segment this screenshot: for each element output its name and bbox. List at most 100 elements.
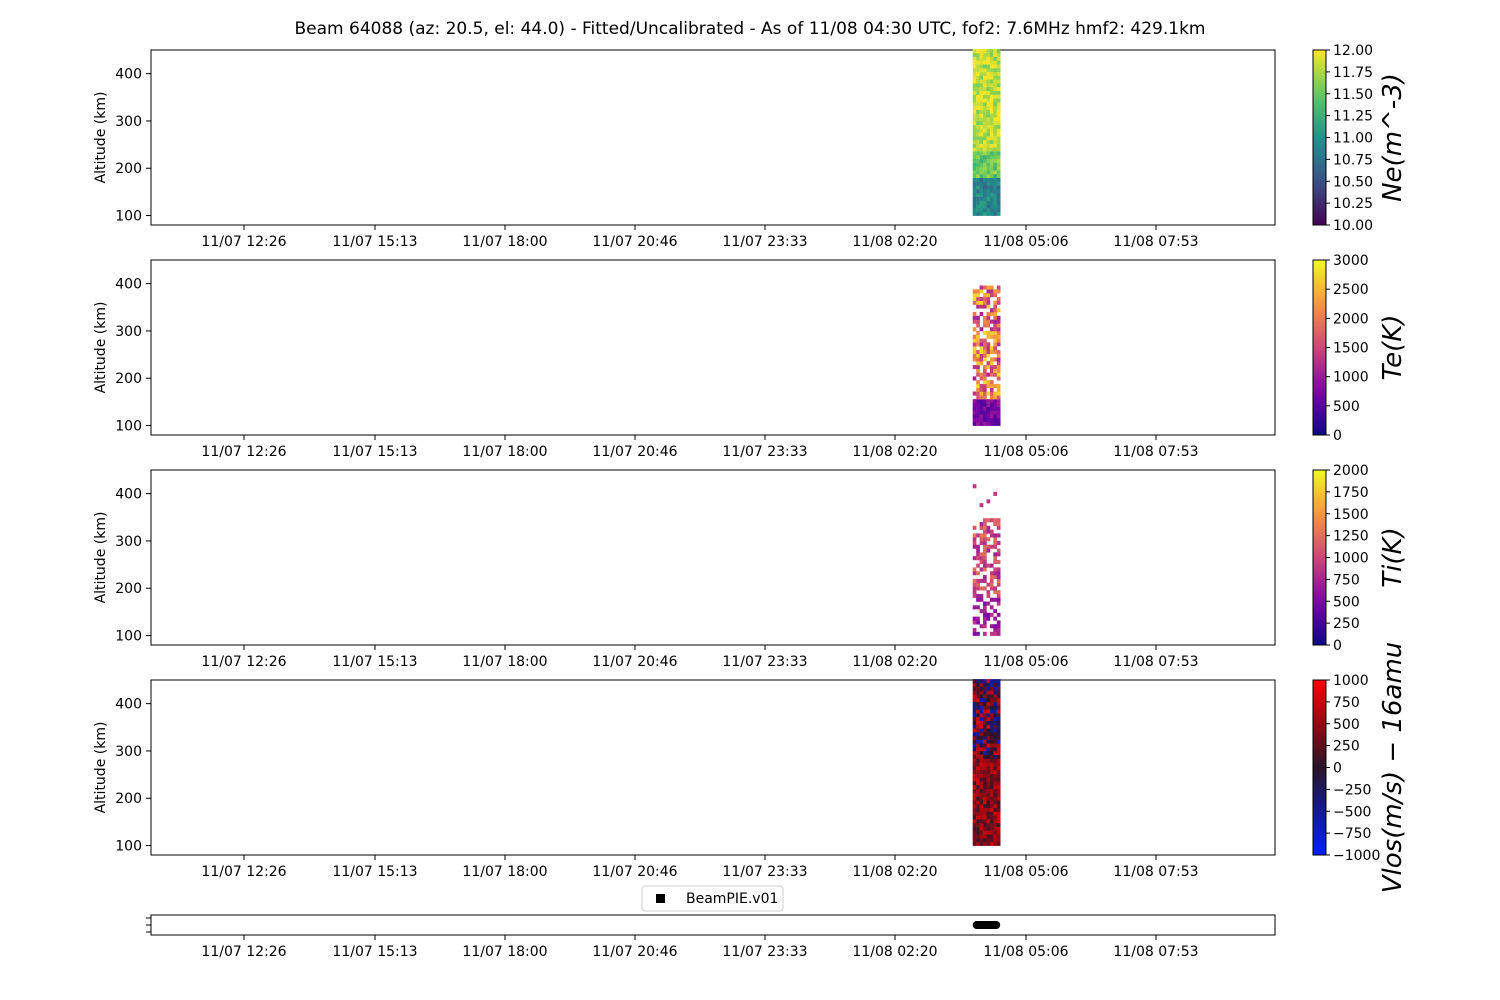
heatmap-cell	[993, 289, 997, 294]
heatmap-cell	[989, 578, 994, 583]
heatmap-cell	[993, 758, 997, 763]
heatmap-cell	[976, 155, 980, 160]
heatmap-cell	[989, 120, 994, 125]
heatmap-cell	[996, 743, 1001, 748]
heatmap-cell	[983, 368, 987, 373]
heatmap-cell	[986, 383, 991, 388]
heatmap-cell	[983, 567, 987, 572]
heatmap-cell	[976, 173, 980, 178]
x-tick-label: 11/07 15:13	[332, 654, 417, 670]
heatmap-cell	[976, 766, 980, 771]
colorbar-tick-label: 1000	[1333, 370, 1369, 386]
heatmap-cell	[996, 796, 1001, 801]
heatmap-cells	[972, 484, 1001, 636]
heatmap-cell	[972, 79, 977, 84]
heatmap-cell	[996, 204, 1001, 209]
heatmap-cell	[989, 124, 994, 129]
heatmap-cell	[972, 170, 977, 175]
heatmap-cell	[986, 196, 991, 201]
heatmap-cell	[976, 781, 980, 786]
heatmap-cell	[976, 289, 980, 294]
heatmap-cell	[996, 79, 1001, 84]
heatmap-cell	[983, 353, 987, 358]
heatmap-cell	[989, 624, 994, 629]
heatmap-cell	[983, 204, 987, 209]
heatmap-cell	[993, 747, 997, 752]
heatmap-cell	[989, 102, 994, 107]
heatmap-cell	[986, 792, 991, 797]
heatmap-cell	[986, 762, 991, 767]
heatmap-cell	[983, 162, 987, 167]
heatmap-cell	[996, 98, 1001, 103]
heatmap-cell	[983, 834, 987, 839]
heatmap-cell	[993, 399, 997, 404]
heatmap-cell	[996, 353, 1001, 358]
heatmap-cell	[972, 537, 977, 542]
heatmap-cell	[996, 838, 1001, 843]
heatmap-cell	[989, 418, 994, 423]
heatmap-cell	[976, 387, 980, 392]
heatmap-cell	[976, 181, 980, 186]
heatmap-cell	[972, 136, 977, 141]
heatmap-cell	[983, 151, 987, 156]
heatmap-cell	[989, 830, 994, 835]
heatmap-cell	[976, 406, 980, 411]
heatmap-cell	[993, 830, 997, 835]
legend-marker	[656, 894, 665, 903]
heatmap-cell	[993, 368, 997, 373]
heatmap-cell	[986, 60, 991, 65]
heatmap-cell	[993, 421, 997, 426]
heatmap-cell	[972, 690, 977, 695]
x-tick-label: 11/07 12:26	[201, 444, 286, 460]
heatmap-cell	[983, 173, 987, 178]
heatmap-cell	[972, 128, 977, 133]
heatmap-cell	[976, 769, 980, 774]
heatmap-cell	[976, 296, 980, 301]
heatmap-cell	[976, 52, 980, 57]
heatmap-cell	[989, 838, 994, 843]
heatmap-cell	[979, 728, 984, 733]
heatmap-cell	[976, 705, 980, 710]
heatmap-cell	[972, 71, 977, 76]
heatmap-cell	[989, 293, 994, 298]
heatmap-cell	[983, 139, 987, 144]
heatmap-cell	[979, 418, 984, 423]
heatmap-cell	[986, 766, 991, 771]
x-tick-label: 11/07 18:00	[462, 444, 547, 460]
heatmap-cell	[996, 406, 1001, 411]
heatmap-cell	[986, 686, 991, 691]
x-tick-label: 11/08 02:20	[852, 944, 937, 960]
heatmap-cell	[979, 162, 984, 167]
colorbar-ne: 10.00 10.25 10.50 10.75 11.00 11.25 11.50 11.75…	[1312, 43, 1408, 234]
heatmap-cell	[976, 189, 980, 194]
heatmap-cell	[983, 383, 987, 388]
heatmap-cell	[989, 735, 994, 740]
heatmap-cell	[986, 204, 991, 209]
heatmap-cell	[972, 525, 977, 530]
heatmap-cell	[983, 552, 987, 557]
heatmap-cell	[993, 68, 997, 73]
heatmap-cell	[989, 79, 994, 84]
heatmap-cell	[989, 533, 994, 538]
heatmap-cell	[996, 631, 1001, 636]
heatmap-cell	[979, 361, 984, 366]
heatmap-cell	[979, 155, 984, 160]
heatmap-cell	[989, 357, 994, 362]
heatmap-cell	[989, 98, 994, 103]
heatmap-cell	[972, 353, 977, 358]
heatmap-cell	[976, 686, 980, 691]
heatmap-cell	[976, 304, 980, 309]
colorbar-tick-label: 1000	[1333, 551, 1369, 567]
heatmap-cell	[983, 75, 987, 80]
heatmap-cell	[993, 841, 997, 846]
heatmap-cell	[972, 98, 977, 103]
heatmap-cell	[972, 556, 977, 561]
heatmap-cell	[979, 98, 984, 103]
heatmap-cell	[972, 315, 977, 320]
heatmap-cell	[986, 323, 991, 328]
heatmap-cell	[983, 136, 987, 141]
x-tick-label: 11/08 05:06	[983, 444, 1068, 460]
heatmap-cell	[996, 128, 1001, 133]
heatmap-cell	[996, 387, 1001, 392]
heatmap-cell	[996, 582, 1001, 587]
